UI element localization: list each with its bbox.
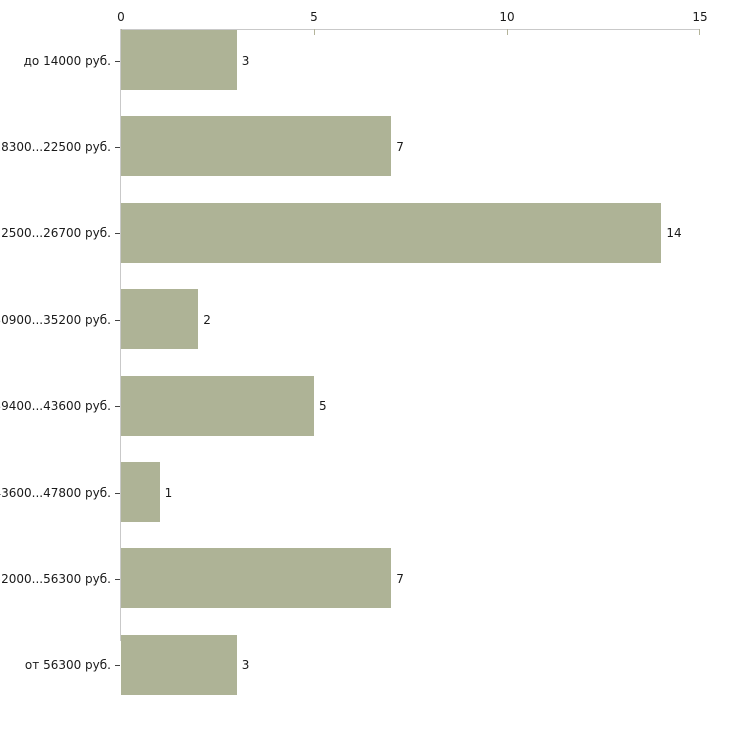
bar[interactable] [121, 202, 662, 263]
x-axis-tick [699, 29, 700, 35]
x-axis-tick [507, 29, 508, 35]
y-axis-tick [115, 147, 120, 148]
y-axis-line [120, 29, 121, 641]
bar-value-label: 5 [319, 399, 327, 414]
bar[interactable] [121, 289, 199, 350]
x-axis-tick-label: 15 [692, 10, 708, 24]
bar-value-label: 14 [666, 226, 682, 241]
x-axis-tick [314, 29, 315, 35]
y-axis-category-label: до 14000 руб. [23, 53, 111, 68]
bar[interactable] [121, 548, 392, 609]
y-axis-tick [115, 320, 120, 321]
y-axis-tick [115, 665, 120, 666]
bar-value-label: 3 [241, 53, 250, 68]
bar-value-label: 7 [396, 571, 404, 586]
y-axis-category-label: 22500...26700 руб. [0, 226, 111, 241]
y-axis-category-label: от 56300 руб. [24, 658, 111, 673]
y-axis-category-label: 43600...47800 руб. [0, 485, 111, 500]
bar[interactable] [121, 634, 237, 695]
y-axis-tick [115, 579, 120, 580]
y-axis-tick [115, 61, 120, 62]
bar[interactable] [121, 375, 314, 436]
bar[interactable] [121, 116, 392, 177]
y-axis-category-label: 52000...56300 руб. [0, 571, 111, 586]
bar-value-label: 1 [164, 485, 173, 500]
bar-value-label: 7 [396, 139, 404, 154]
x-axis-line [121, 29, 700, 30]
bar-value-label: 2 [203, 312, 211, 327]
y-axis-category-label: 18300...22500 руб. [0, 139, 111, 154]
bar[interactable] [121, 30, 237, 90]
y-axis-category-label: 39400...43600 руб. [0, 399, 111, 414]
x-axis-tick-label: 10 [499, 10, 515, 24]
x-axis-tick-label: 5 [310, 10, 318, 24]
bar-value-label: 3 [241, 658, 250, 673]
y-axis-tick [115, 493, 120, 494]
bar[interactable] [121, 462, 160, 522]
y-axis-category-label: 30900...35200 руб. [0, 312, 111, 327]
x-axis-tick-label: 0 [117, 10, 125, 24]
y-axis-tick [115, 406, 120, 407]
y-axis-tick [115, 233, 120, 234]
